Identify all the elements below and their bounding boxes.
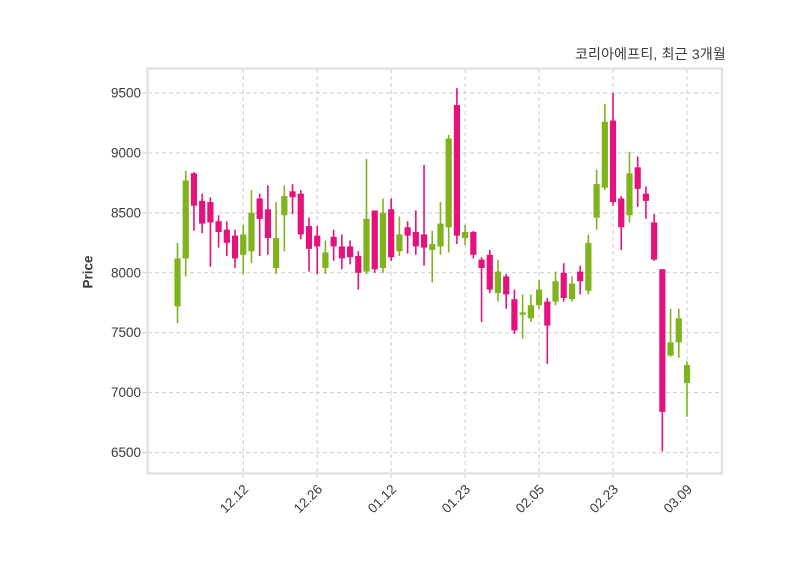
candle-body-up xyxy=(683,365,691,384)
x-tick-label: 01.23 xyxy=(439,482,474,517)
candle-body-down xyxy=(231,235,239,259)
candle-body-down xyxy=(215,221,222,233)
candle-body-down xyxy=(659,269,666,412)
candle-body-down xyxy=(256,198,263,219)
candle-body-down xyxy=(478,259,485,269)
candle-body-up xyxy=(519,312,526,315)
candle-body-down xyxy=(330,236,337,247)
x-tick-label: 03.09 xyxy=(661,482,696,517)
candle-body-up xyxy=(379,212,387,269)
candle-body-down xyxy=(305,226,313,249)
candle-body-down xyxy=(618,198,625,228)
candle-body-down xyxy=(486,254,493,290)
candle-body-down xyxy=(289,191,296,198)
candle-body-down xyxy=(609,120,617,203)
y-axis-label: Price xyxy=(80,255,96,289)
candle-body-up xyxy=(585,242,592,291)
x-tick-label: 12.12 xyxy=(217,482,252,517)
candle-body-down xyxy=(544,301,551,326)
candle-body-up xyxy=(281,196,288,216)
candle-body-up xyxy=(675,318,682,343)
candle-body-up xyxy=(593,184,600,218)
candle-body-up xyxy=(322,252,329,269)
candle-body-down xyxy=(338,246,345,259)
candle-body-down xyxy=(346,246,354,258)
y-tick-label: 7000 xyxy=(111,385,141,400)
candle-body-down xyxy=(207,202,214,223)
candle-body-down xyxy=(511,299,518,331)
y-tick-label: 8000 xyxy=(111,265,141,280)
candle-body-down xyxy=(199,200,206,224)
candle-body-up xyxy=(396,234,403,252)
candle-body-up xyxy=(182,180,189,259)
x-tick-label: 01.12 xyxy=(365,482,400,517)
candle-body-up xyxy=(535,289,543,306)
candle-body-up xyxy=(273,238,280,269)
candle-body-up xyxy=(494,271,502,294)
candle-body-up xyxy=(667,342,674,356)
candle-body-up xyxy=(568,283,576,300)
candle-body-down xyxy=(651,222,658,260)
candle-body-up xyxy=(527,305,534,319)
chart-title: 코리아에프티, 최근 3개월 xyxy=(574,46,726,62)
candle-body-down xyxy=(634,167,641,189)
candle-body-up xyxy=(240,234,247,255)
candle-body-up xyxy=(437,223,444,247)
x-tick-label: 12.26 xyxy=(291,482,326,517)
y-tick-label: 7500 xyxy=(111,325,141,340)
plot-border xyxy=(146,67,724,475)
candle-body-up xyxy=(601,121,608,188)
candle-body-up xyxy=(429,244,436,251)
y-tick-label: 8500 xyxy=(111,205,141,220)
candle-body-up xyxy=(626,173,633,216)
candle-body-down xyxy=(503,276,510,295)
candle-body-up xyxy=(462,232,469,239)
candle-body-up xyxy=(445,138,452,228)
x-tick-label: 02.05 xyxy=(513,482,548,517)
candle-body-down xyxy=(453,104,461,236)
x-tick-label: 02.23 xyxy=(587,482,622,517)
candle-body-down xyxy=(642,193,650,201)
candle-body-up xyxy=(248,212,255,252)
candle-body-down xyxy=(577,271,584,282)
candle-body-down xyxy=(388,209,395,258)
candle-body-up xyxy=(363,218,370,272)
candle-body-down xyxy=(297,193,304,235)
candle-body-down xyxy=(371,210,378,270)
candle-body-down xyxy=(355,256,362,273)
candle-body-down xyxy=(412,232,419,247)
y-tick-label: 9500 xyxy=(111,85,141,100)
candle-body-up xyxy=(552,281,559,302)
candle-body-down xyxy=(420,234,428,248)
y-tick-label: 9000 xyxy=(111,145,141,160)
candle-body-down xyxy=(314,235,321,247)
y-tick-label: 6500 xyxy=(111,445,141,460)
candle-body-down xyxy=(223,229,230,243)
candle-body-down xyxy=(560,272,567,298)
candle-body-down xyxy=(190,173,198,206)
candle-body-down xyxy=(404,227,411,236)
candle-body-up xyxy=(174,258,181,307)
candle-body-down xyxy=(470,232,477,255)
candle-body-down xyxy=(264,209,271,239)
